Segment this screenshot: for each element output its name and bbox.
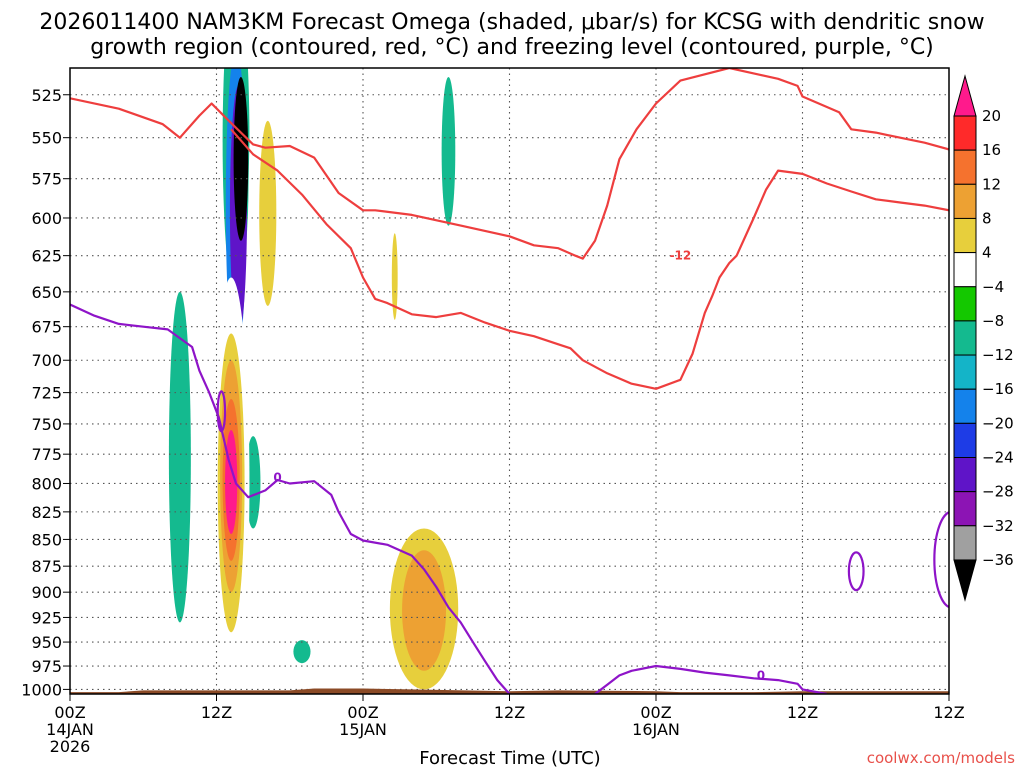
x-tick-date-0: 14JAN <box>46 720 94 739</box>
y-tick-label-525: 525 <box>31 86 62 105</box>
omega-region-20 <box>465 581 554 662</box>
omega-region-18 <box>316 68 327 179</box>
colorbar-label-2: 12 <box>982 175 1001 193</box>
omega-region-17 <box>365 68 410 187</box>
colorbar-segment-11 <box>953 491 977 527</box>
x-tick-year-0: 2026 <box>50 737 91 756</box>
omega-region-25 <box>579 386 592 593</box>
y-tick-label-700: 700 <box>31 351 62 370</box>
y-tick-label-650: 650 <box>31 283 62 302</box>
omega-region-4 <box>168 291 191 623</box>
colorbar-label-11: −28 <box>982 483 1014 501</box>
x-tick-label-5: 12Z <box>787 703 818 722</box>
credit-text: coolwx.com/models <box>867 749 1015 767</box>
freezing-loop-1 <box>847 551 865 592</box>
y-tick-label-925: 925 <box>31 608 62 627</box>
y-tick-label-850: 850 <box>31 530 62 549</box>
colorbar-label-3: 8 <box>982 209 992 227</box>
contour-labels: -12 0 0 <box>273 249 765 683</box>
colorbar-segment-2 <box>953 183 977 219</box>
colorbar-label-6: −8 <box>982 312 1004 330</box>
omega-region-26 <box>701 333 713 572</box>
y-tick-label-750: 750 <box>31 415 62 434</box>
contour-line-1 <box>230 128 949 390</box>
colorbar-segment-1 <box>953 149 977 185</box>
omega-region-15 <box>199 137 210 264</box>
colorbar-segment-8 <box>953 388 977 424</box>
colorbar-segment-5 <box>953 286 977 322</box>
contour-line-2 <box>70 303 511 694</box>
colorbar-segment-9 <box>953 422 977 459</box>
y-tick-label-825: 825 <box>31 503 62 522</box>
colorbar-bottom-arrow <box>953 559 977 602</box>
colorbar-label-10: −24 <box>982 449 1014 467</box>
freezing-loop-0 <box>216 390 227 433</box>
colorbar-top-arrow <box>953 74 977 117</box>
freezing-loop-2 <box>933 511 949 609</box>
omega-region-27 <box>731 411 747 572</box>
colorbar-label-0: 20 <box>982 107 1001 125</box>
y-tick-label-950: 950 <box>31 633 62 652</box>
x-tick-label-4: 00Z <box>640 703 671 722</box>
y-tick-label-900: 900 <box>31 583 62 602</box>
contour-line-3 <box>594 664 828 694</box>
omega-region-24 <box>360 544 366 598</box>
omega-region-22 <box>402 550 447 671</box>
terrain-strip <box>70 688 949 694</box>
y-tick-label-575: 575 <box>31 170 62 189</box>
x-tick-label-1: 12Z <box>201 703 232 722</box>
y-tick-label-625: 625 <box>31 247 62 266</box>
colorbar-segment-6 <box>953 320 977 356</box>
y-tick-label-1000: 1000 <box>21 680 62 699</box>
x-tick-date-4: 16JAN <box>632 720 680 739</box>
omega-region-6 <box>293 640 311 664</box>
colorbar-label-13: −36 <box>982 551 1014 569</box>
chart-title-line-1: 2026011400 NAM3KM Forecast Omega (shaded… <box>39 10 984 35</box>
contours <box>70 68 949 694</box>
y-tick-label-550: 550 <box>31 129 62 148</box>
y-tick-label-800: 800 <box>31 474 62 493</box>
colorbar: 20 16 12 8 4 −4 −8 −12 −16 −20 −24 −28 −32 −36 <box>953 74 1014 602</box>
y-tick-label-875: 875 <box>31 557 62 576</box>
colorbar-segment-3 <box>953 217 977 254</box>
y-tick-label-975: 975 <box>31 657 62 676</box>
colorbar-segment-0 <box>953 115 977 151</box>
colorbar-label-4: 4 <box>982 244 992 262</box>
colorbar-segment-7 <box>953 354 977 390</box>
omega-shading <box>168 68 747 690</box>
y-tick-label-725: 725 <box>31 384 62 403</box>
colorbar-segment-12 <box>953 525 977 561</box>
x-tick-date-2: 15JAN <box>339 720 387 739</box>
contour-label-0: -12 <box>670 249 692 263</box>
colorbar-label-8: −16 <box>982 380 1014 398</box>
x-tick-label-6: 12Z <box>933 703 964 722</box>
colorbar-label-1: 16 <box>982 141 1001 159</box>
y-tick-label-675: 675 <box>31 318 62 337</box>
colorbar-segment-4 <box>953 252 977 288</box>
y-axis: 525 550 575 600 625 650 675 700 725 750 775 800 825 8… <box>21 86 70 699</box>
omega-region-23 <box>391 233 398 320</box>
colorbar-label-5: −4 <box>982 278 1004 296</box>
contour-label-1: 0 <box>273 471 281 485</box>
colorbar-label-7: −12 <box>982 346 1014 364</box>
y-tick-label-600: 600 <box>31 209 62 228</box>
x-tick-label-0: 00Z <box>54 703 85 722</box>
x-tick-label-2: 00Z <box>347 703 378 722</box>
contour-label-2: 0 <box>757 668 765 682</box>
colorbar-label-12: −32 <box>982 517 1014 535</box>
colorbar-segment-10 <box>953 457 977 493</box>
y-tick-label-775: 775 <box>31 445 62 464</box>
contour-line-0 <box>70 68 949 260</box>
omega-region-3 <box>233 77 249 241</box>
terrain-fill <box>70 688 949 694</box>
x-tick-label-3: 12Z <box>494 703 525 722</box>
omega-region-5 <box>245 436 261 529</box>
omega-region-7 <box>441 77 456 226</box>
chart-title-line-2: growth region (contoured, red, °C) and f… <box>90 35 934 60</box>
x-axis-label: Forecast Time (UTC) <box>419 748 600 768</box>
colorbar-label-9: −20 <box>982 414 1014 432</box>
